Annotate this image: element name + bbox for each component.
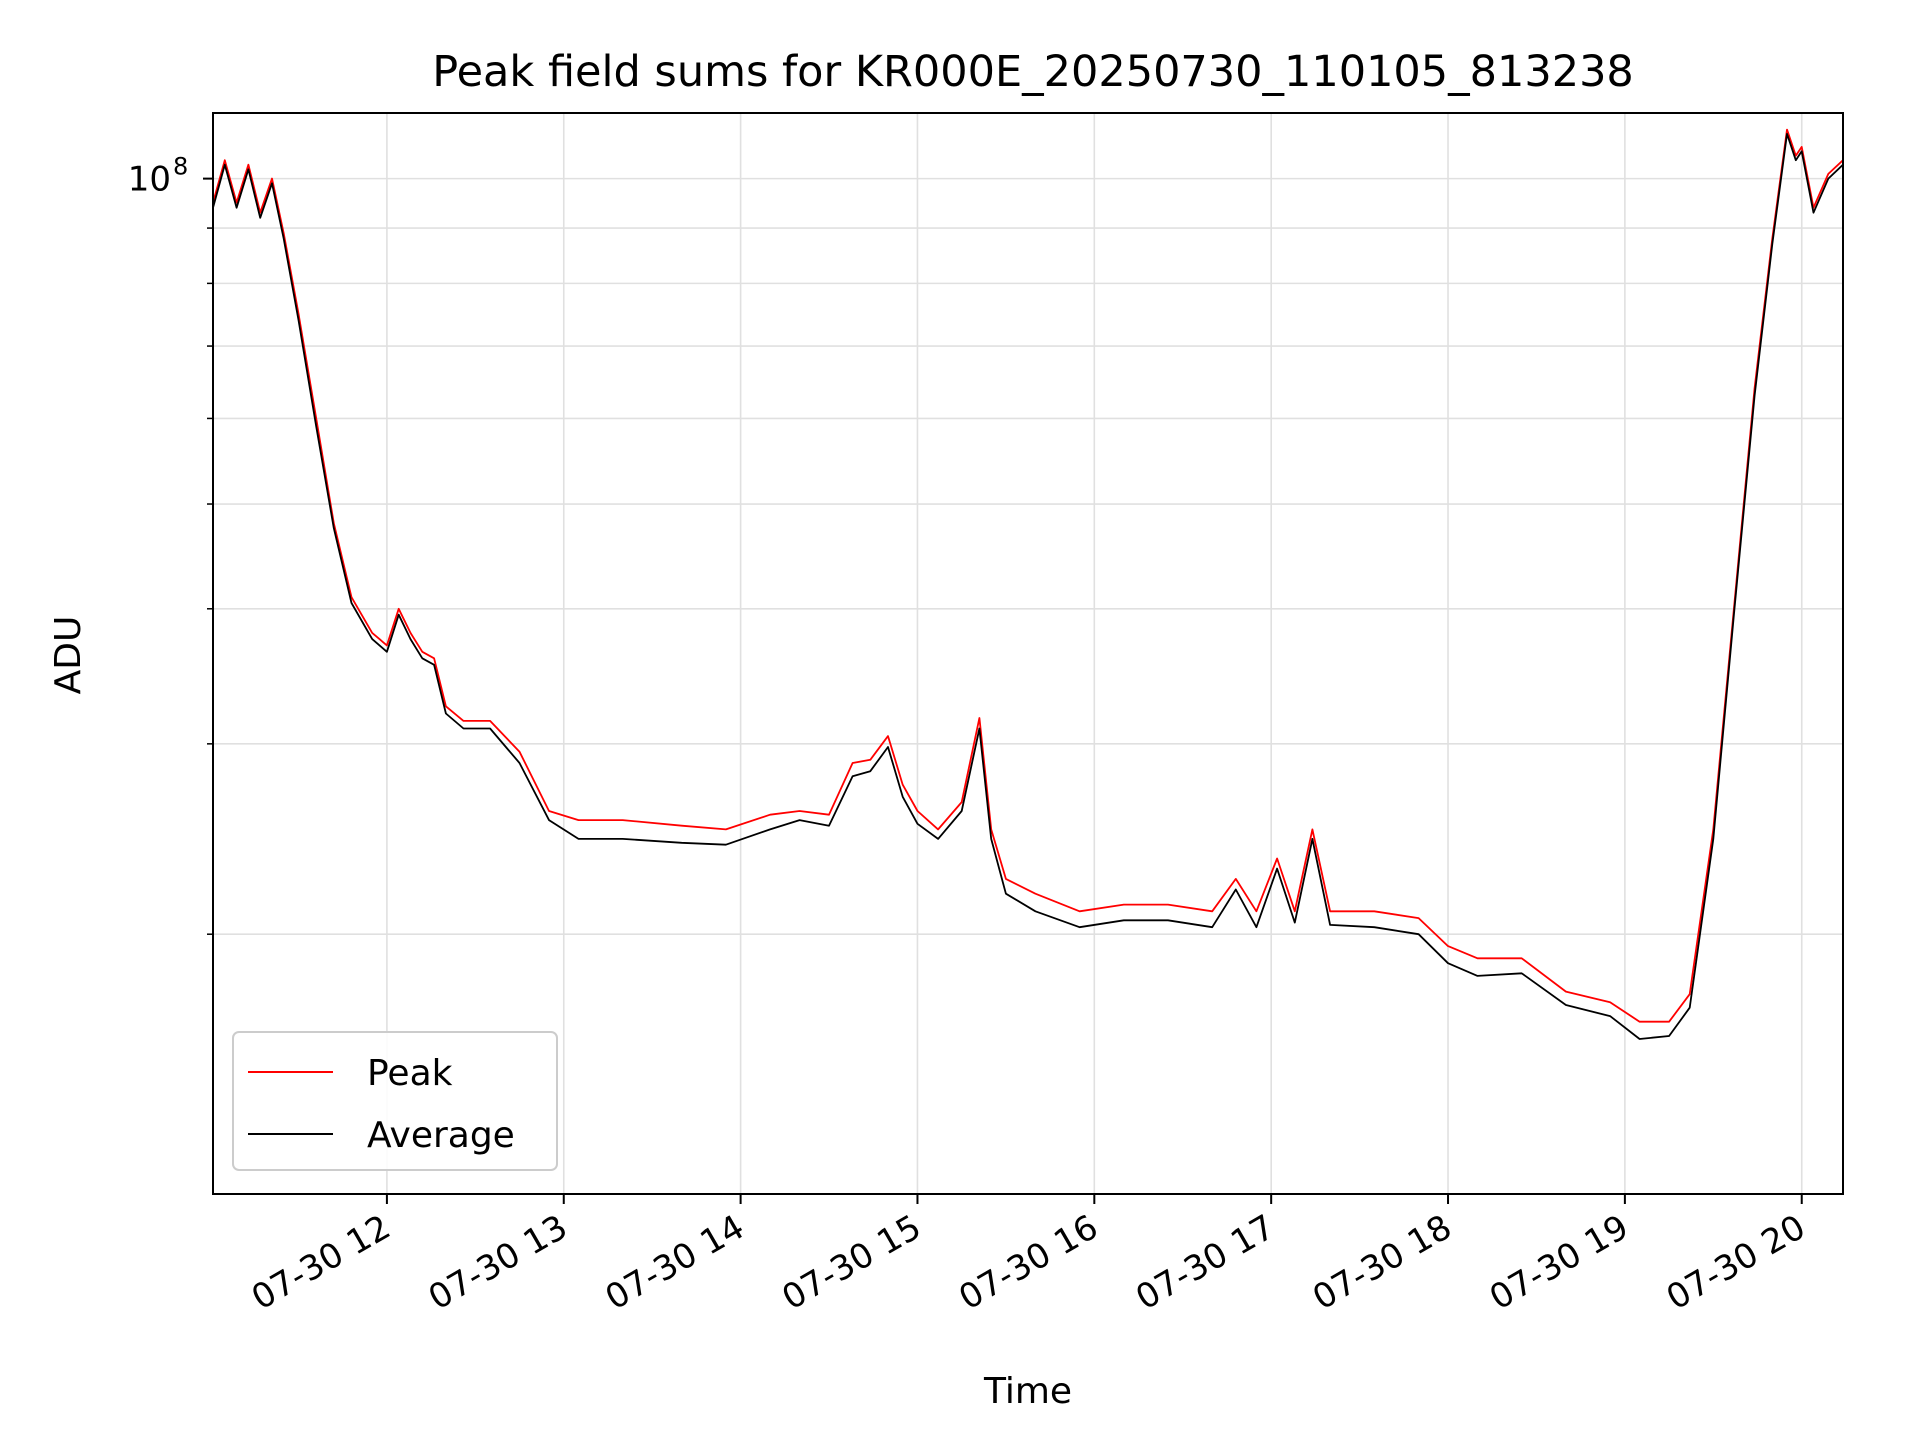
y-axis-label: ADU xyxy=(48,616,89,695)
legend: Peak Average xyxy=(232,1031,558,1171)
plot-frame xyxy=(212,112,1844,1195)
y-tick-label: 10 xyxy=(128,160,171,200)
series-line-peak xyxy=(212,128,1844,1023)
y-tick-exponent: 8 xyxy=(173,153,188,181)
legend-label-peak: Peak xyxy=(367,1053,453,1094)
y-axis: 10 8 xyxy=(128,153,213,935)
series-layer xyxy=(212,128,1844,1040)
grid xyxy=(213,113,1843,1194)
y-tick-base: 10 xyxy=(128,160,171,200)
chart-title: Peak field sums for KR000E_20250730_1101… xyxy=(432,47,1634,97)
x-axis-label: Time xyxy=(983,1371,1072,1412)
legend-box xyxy=(232,1031,558,1171)
legend-label-average: Average xyxy=(367,1115,515,1156)
series-line-average xyxy=(212,133,1844,1040)
